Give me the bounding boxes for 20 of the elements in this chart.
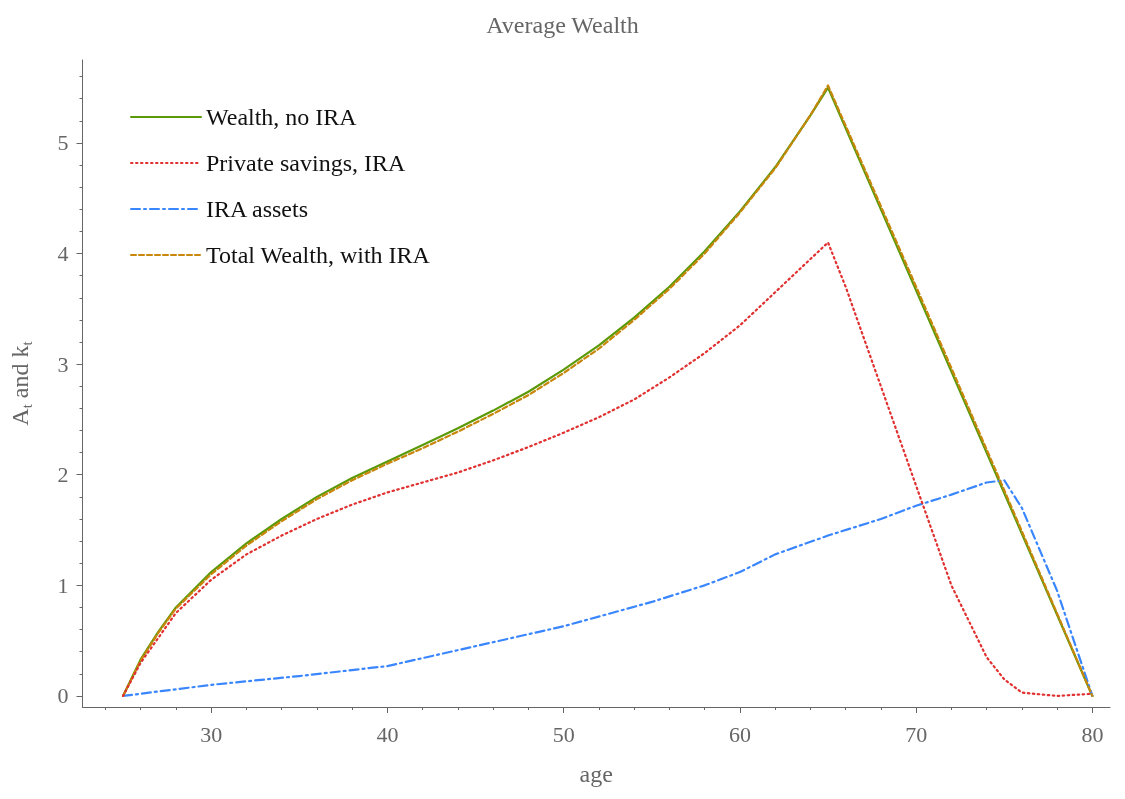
y-tick-label: 2 xyxy=(57,462,69,488)
legend-label: Private savings, IRA xyxy=(206,150,406,176)
x-tick-label: 30 xyxy=(200,721,223,747)
legend-label: IRA assets xyxy=(206,196,308,222)
x-tick-label: 80 xyxy=(1081,721,1104,747)
y-tick-label: 0 xyxy=(57,683,69,709)
chart-title: Average Wealth xyxy=(486,12,639,38)
x-tick-label: 50 xyxy=(552,721,575,747)
legend-label: Wealth, no IRA xyxy=(206,104,358,130)
y-tick-label: 3 xyxy=(57,351,69,377)
y-tick-label: 4 xyxy=(57,241,69,267)
y-tick-label: 1 xyxy=(57,572,69,598)
x-tick-label: 70 xyxy=(905,721,928,747)
y-axis-title: At and kt xyxy=(7,340,35,426)
x-tick-label: 40 xyxy=(376,721,399,747)
x-axis-title: age xyxy=(579,761,613,787)
legend-label: Total Wealth, with IRA xyxy=(206,242,431,268)
x-tick-label: 60 xyxy=(728,721,751,747)
line-series xyxy=(121,479,1094,698)
y-tick-label: 5 xyxy=(57,130,69,156)
